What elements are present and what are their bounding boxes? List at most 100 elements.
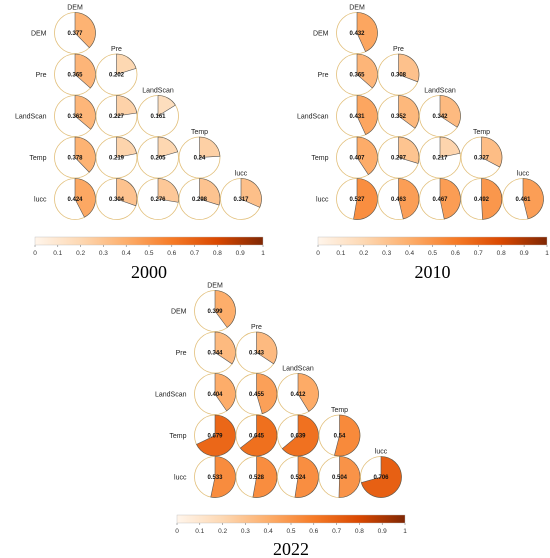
cell-value-label: 0.407 xyxy=(349,156,365,162)
pie-cell: 0.298 xyxy=(178,178,221,220)
cell-value-label: 0.362 xyxy=(67,114,83,120)
colorbar-tick-label: 0 xyxy=(316,250,320,257)
cell-value-label: 0.219 xyxy=(109,156,125,162)
colorbar-tick-label: 0.9 xyxy=(520,250,529,257)
column-label: lucc xyxy=(375,449,388,456)
cell-value-label: 0.343 xyxy=(249,351,265,357)
row-label: DEM xyxy=(171,309,187,316)
cell-value-label: 0.432 xyxy=(349,31,365,37)
pie-cell: 0.404 xyxy=(194,373,236,415)
pie-wedge xyxy=(210,456,236,498)
pie-wedge xyxy=(398,136,420,164)
pie-wedge xyxy=(199,178,221,206)
pie-cell: 0.399 xyxy=(194,290,236,332)
row-label: Temp xyxy=(311,155,328,162)
colorbar-tick-label: 0.1 xyxy=(336,250,345,257)
colorbar-tick-label: 0.8 xyxy=(213,250,222,257)
colorbar-tick-label: 1 xyxy=(261,250,265,257)
pie-cell: 0.524 xyxy=(277,456,319,498)
pie-wedge xyxy=(522,178,544,220)
colorbar-tick-label: 0.8 xyxy=(355,528,364,535)
pie-cell: 0.528 xyxy=(235,456,278,498)
column-label: LandScan xyxy=(424,88,456,95)
column-label: Temp xyxy=(191,129,208,136)
row-label: LandScan xyxy=(15,114,47,121)
pie-wedge xyxy=(240,178,262,208)
chart-panel-2000: DEM Pre LandScan Temp lucc DEM Pre LandScan Temp… xyxy=(15,5,265,283)
cell-value-label: 0.342 xyxy=(432,114,448,120)
pie-wedge xyxy=(360,456,402,498)
colorbar-tick-label: 0.5 xyxy=(144,250,153,257)
cell-value-label: 0.365 xyxy=(349,73,365,79)
pie-wedge xyxy=(239,414,278,457)
pie-wedge xyxy=(74,53,96,89)
colorbar-tick-label: 0.6 xyxy=(451,250,460,257)
colorbar xyxy=(34,236,264,246)
pie-wedge xyxy=(356,12,378,53)
row-label: Temp xyxy=(169,433,186,440)
pie-cell: 0.24 xyxy=(178,136,221,179)
pie-cell: 0.297 xyxy=(377,136,420,179)
column-label: Pre xyxy=(111,46,122,53)
colorbar xyxy=(317,236,548,246)
cell-value-label: 0.679 xyxy=(207,434,223,440)
pie-wedge xyxy=(252,456,278,498)
colorbar-tick-label: 0.4 xyxy=(405,250,414,257)
colorbar-tick-label: 1 xyxy=(403,528,407,535)
colorbar-tick-label: 0.7 xyxy=(190,250,199,257)
pie-cell: 0.342 xyxy=(419,95,461,137)
pie-cell: 0.161 xyxy=(137,95,179,137)
colorbar-tick-label: 0.3 xyxy=(99,250,108,257)
pie-wedge xyxy=(481,178,503,220)
cell-value-label: 0.352 xyxy=(391,114,407,120)
cell-value-label: 0.378 xyxy=(67,156,83,162)
pie-wedge xyxy=(398,178,420,220)
pie-wedge xyxy=(294,456,319,498)
cell-value-label: 0.492 xyxy=(474,197,490,203)
cell-value-label: 0.304 xyxy=(109,197,125,203)
cell-value-label: 0.639 xyxy=(290,434,306,440)
colorbar-tick-label: 0.9 xyxy=(378,528,387,535)
cell-value-label: 0.524 xyxy=(290,475,306,481)
colorbar-tick-label: 0.3 xyxy=(382,250,391,257)
pie-cell: 0.317 xyxy=(220,178,262,220)
cell-value-label: 0.317 xyxy=(233,197,249,203)
cell-value-label: 0.431 xyxy=(349,114,365,120)
colorbar-tick-label: 0.1 xyxy=(53,250,62,257)
pie-wedge xyxy=(398,95,420,129)
colorbar-tick-label: 0.7 xyxy=(332,528,341,535)
pie-cell: 0.362 xyxy=(54,95,96,137)
pie-wedge xyxy=(281,414,319,457)
colorbar-tick-label: 0.8 xyxy=(497,250,506,257)
pie-cell: 0.432 xyxy=(336,12,378,54)
cell-value-label: 0.365 xyxy=(67,73,83,79)
column-label: Temp xyxy=(473,129,490,136)
cell-value-label: 0.24 xyxy=(194,156,206,162)
pie-wedge xyxy=(116,95,138,117)
cell-value-label: 0.377 xyxy=(67,31,83,37)
pie-cell: 0.424 xyxy=(54,178,96,220)
column-label: DEM xyxy=(349,5,365,12)
colorbar-tick-label: 0.1 xyxy=(195,528,204,535)
pie-cell: 0.54 xyxy=(318,414,361,457)
colorbar-tick-label: 0.2 xyxy=(218,528,227,535)
colorbar-tick-label: 0 xyxy=(175,528,179,535)
pie-wedge xyxy=(74,178,96,218)
cell-value-label: 0.424 xyxy=(67,197,83,203)
pie-wedge xyxy=(74,136,96,173)
pie-wedge xyxy=(439,95,461,128)
pie-wedge xyxy=(74,12,96,49)
pie-cell: 0.679 xyxy=(194,414,236,457)
cell-value-label: 0.54 xyxy=(334,434,346,440)
panel-title: 2010 xyxy=(415,262,451,282)
pie-cell: 0.431 xyxy=(336,95,378,137)
cell-value-label: 0.528 xyxy=(249,475,265,481)
column-label: LandScan xyxy=(142,88,174,95)
pie-wedge xyxy=(356,53,378,89)
pie-wedge xyxy=(439,136,461,158)
pie-wedge xyxy=(157,178,179,203)
pie-cell: 0.202 xyxy=(95,53,138,96)
row-label: lucc xyxy=(316,197,329,204)
pie-wedge xyxy=(214,290,236,328)
